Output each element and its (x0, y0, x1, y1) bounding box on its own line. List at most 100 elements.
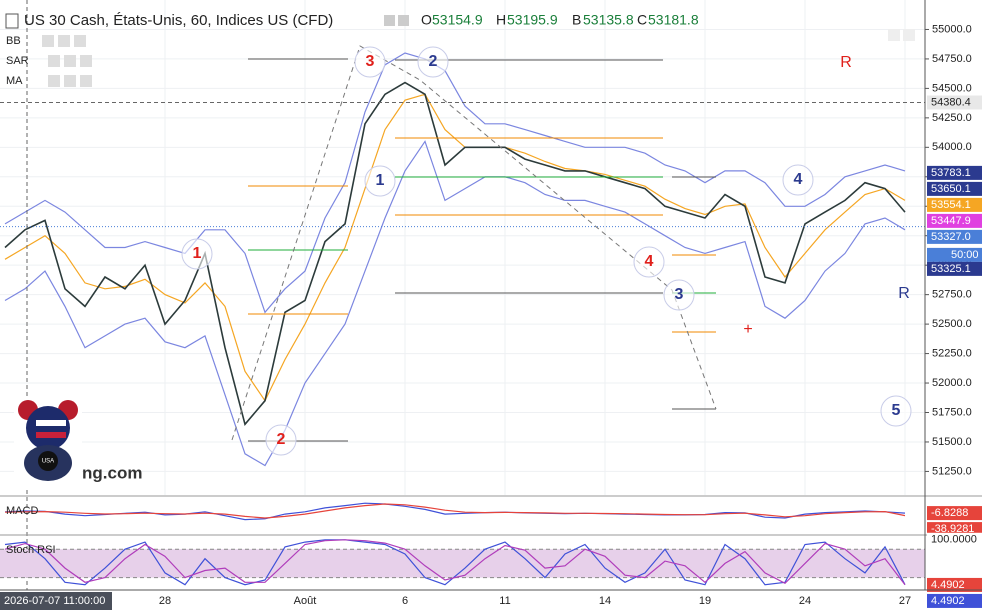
ohlc-key: C (637, 12, 647, 28)
price-label-bg (927, 532, 982, 547)
header-icon (398, 15, 409, 26)
ohlc-value: 53195.9 (507, 12, 558, 28)
price-label-bg (927, 522, 982, 537)
x-tick-label: 28 (159, 595, 171, 607)
y-tick-label: 54500.0 (932, 82, 972, 94)
y-tick-label: 54750.0 (932, 53, 972, 65)
price-label-bg (927, 593, 982, 608)
wave-circle (354, 46, 386, 78)
wave-label: 2 (277, 431, 286, 448)
ohlc-value: 53154.9 (432, 12, 483, 28)
indicator-button[interactable] (42, 35, 54, 47)
indicator-button[interactable] (58, 35, 70, 47)
countdown: 50:00 (951, 249, 979, 261)
price-label-bg (927, 261, 982, 276)
indicator-button[interactable] (48, 75, 60, 87)
series-line (4, 539, 906, 586)
y-tick-label: 54250.0 (932, 112, 972, 124)
y-tick-label: 54000.0 (932, 141, 972, 153)
svg-text:USA: USA (42, 459, 54, 465)
wave-label: R (840, 54, 852, 71)
price-label: 53325.1 (931, 263, 971, 275)
series-line (4, 539, 906, 586)
wave-label: 1 (376, 172, 385, 189)
price-label-bg (927, 165, 982, 180)
series-line (4, 140, 906, 467)
watermark: ng.com (82, 463, 142, 482)
x-tick-label: 24 (799, 595, 811, 607)
indicator-label: SAR (6, 55, 29, 67)
price-label: 53327.0 (931, 231, 971, 243)
wave-circle (633, 246, 665, 278)
x-tick-label: 11 (499, 595, 510, 607)
wave-label: 4 (645, 253, 654, 270)
price-label-bg (927, 181, 982, 196)
price-label: 53783.1 (931, 167, 971, 179)
wave-label: 1 (193, 245, 202, 262)
top-right-icons[interactable] (888, 29, 915, 41)
y-tick-label: 51500.0 (932, 436, 972, 448)
indicator-button[interactable] (64, 55, 76, 67)
panel-title: MACD (6, 505, 38, 517)
wave-circle (364, 165, 396, 197)
price-label: 53650.1 (931, 183, 971, 195)
series-line (4, 503, 906, 519)
mascot-logo: USA (14, 396, 82, 488)
x-tick-label: 6 (402, 595, 408, 607)
indicator-button[interactable] (80, 75, 92, 87)
ohlc-value: 53181.8 (648, 12, 699, 28)
wave-label: + (743, 321, 752, 338)
wave-circle (880, 395, 912, 427)
indicator-label: BB (6, 35, 21, 47)
wave-circle (265, 424, 297, 456)
ohlc-key: B (572, 12, 581, 28)
wave-circle (663, 279, 695, 311)
wave-label: 3 (675, 286, 684, 303)
indicator-button[interactable] (48, 55, 60, 67)
crosshair-label-bg (0, 592, 112, 610)
ohlc-key: O (421, 12, 432, 28)
y-tick-label: 52250.0 (932, 347, 972, 359)
header-icon (384, 15, 395, 26)
y-tick-label: 51750.0 (932, 406, 972, 418)
wave-circle (417, 46, 449, 78)
collapse-icon[interactable] (5, 13, 19, 29)
price-label-bg (927, 577, 982, 592)
wave-label: 2 (429, 53, 438, 70)
plot-layers (0, 0, 982, 590)
price-label-bg (927, 197, 982, 212)
ohlc-value: 53135.8 (583, 12, 634, 28)
price-label-bg (927, 95, 982, 110)
price-label: 53447.9 (931, 215, 971, 227)
y-tick-label: 52000.0 (932, 377, 972, 389)
price-label: 53554.1 (931, 199, 971, 211)
price-label: 4.4902 (931, 595, 965, 607)
y-tick-label: 52500.0 (932, 318, 972, 330)
wave-label: 3 (366, 53, 375, 70)
indicator-button[interactable] (64, 75, 76, 87)
indicator-button[interactable] (80, 55, 92, 67)
symbol-title: US 30 Cash, États-Unis, 60, Indices US (… (24, 12, 333, 29)
band-fill (0, 549, 925, 578)
wave-label: 5 (892, 402, 901, 419)
panel-title: Stoch RSI (6, 544, 56, 556)
price-label: 54380.4 (931, 96, 971, 108)
x-tick-label: 27 (899, 595, 911, 607)
price-label-bg (927, 229, 982, 244)
price-label: -38.9281 (931, 523, 974, 535)
wave-label: R (898, 285, 910, 302)
countdown-bg (927, 247, 982, 262)
y-tick-label: 51250.0 (932, 465, 972, 477)
price-label: 4.4902 (931, 579, 965, 591)
x-tick-label: Août (294, 595, 317, 607)
price-label: 100.0000 (931, 534, 977, 546)
crosshair-label: 2026-07-07 11:00:00 (4, 595, 105, 607)
indicator-button[interactable] (74, 35, 86, 47)
indicator-label: MA (6, 75, 23, 87)
series-line (4, 81, 906, 426)
price-label-bg (927, 506, 982, 521)
y-tick-label: 52750.0 (932, 289, 972, 301)
price-label: -6.8288 (931, 507, 968, 519)
